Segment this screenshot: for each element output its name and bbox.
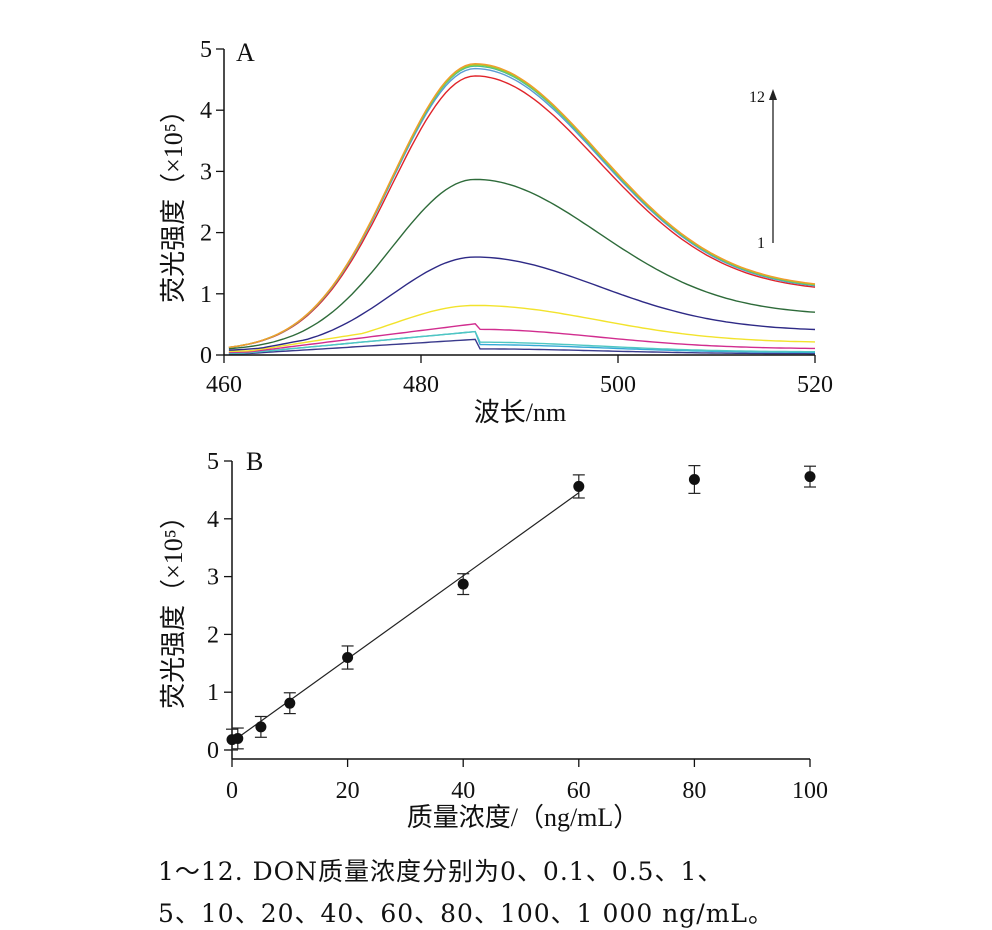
panel-b-x-tick-label: 100 bbox=[792, 778, 828, 804]
spectrum-curve-6 bbox=[228, 256, 816, 351]
panel-a-x-axis-title: 波长/nm bbox=[474, 398, 566, 427]
data-marker bbox=[688, 473, 700, 485]
data-marker bbox=[573, 480, 585, 492]
arrow-head-icon bbox=[769, 89, 777, 100]
data-point-3 bbox=[254, 715, 267, 738]
spectrum-curve-4 bbox=[228, 323, 815, 353]
data-marker bbox=[342, 652, 354, 664]
annotation-label-1: 1 bbox=[757, 235, 765, 252]
data-point-9 bbox=[804, 465, 816, 488]
panel-a-letter: A bbox=[236, 38, 255, 67]
panel-b-y-tick-label: 2 bbox=[207, 622, 219, 648]
caption-line-1: 1～12. DON质量浓度分别为0、0.1、0.5、1、 bbox=[158, 857, 724, 886]
panel-b-y-tick-label: 3 bbox=[207, 565, 219, 591]
panel-b-x-tick-label: 0 bbox=[226, 778, 238, 804]
panel-b-y-tick-label: 0 bbox=[207, 738, 219, 764]
panel-b-letter: B bbox=[246, 447, 263, 476]
data-marker bbox=[804, 471, 816, 483]
panel-a-y-tick-label: 1 bbox=[200, 282, 212, 308]
panel-a-y-tick-label: 3 bbox=[200, 159, 212, 185]
panel-a-x-tick-label: 500 bbox=[600, 372, 636, 398]
spectrum-curve-8 bbox=[228, 75, 816, 349]
data-point-7 bbox=[572, 474, 585, 499]
fit-line bbox=[231, 492, 580, 743]
panel-a-y-axis-title: 荧光强度（×10⁵） bbox=[159, 97, 188, 303]
panel-b-y-tick-label: 4 bbox=[207, 507, 219, 533]
spectrum-curve-1 bbox=[228, 338, 815, 355]
data-marker bbox=[457, 578, 469, 590]
caption-line-2: 5、10、20、40、60、80、100、1 000 ng/mL。 bbox=[158, 899, 775, 928]
panel-a-y-tick-label: 0 bbox=[200, 343, 212, 369]
panel-b-y-axis-title: 荧光强度（×10⁵） bbox=[159, 503, 188, 709]
panel-a-x-tick-label: 520 bbox=[797, 372, 833, 398]
data-point-2 bbox=[231, 727, 244, 750]
panel-b-y-tick-label: 1 bbox=[207, 680, 219, 706]
panel-b-marks bbox=[226, 465, 816, 751]
spectrum-curve-12 bbox=[228, 62, 816, 348]
panel-a-y-tick-label: 5 bbox=[200, 37, 212, 63]
panel-b-x-tick-label: 40 bbox=[451, 778, 475, 804]
data-point-8 bbox=[688, 465, 701, 494]
data-point-5 bbox=[341, 645, 354, 670]
panel-a-y-tick-label: 4 bbox=[200, 98, 212, 124]
panel-a-x-tick-label: 460 bbox=[206, 372, 242, 398]
panel-b-x-tick-label: 20 bbox=[336, 778, 360, 804]
annotation-label-12: 12 bbox=[749, 89, 765, 106]
panel-b-x-tick-label: 80 bbox=[682, 778, 706, 804]
spectrum-curve-5 bbox=[228, 304, 816, 353]
data-point-6 bbox=[457, 573, 470, 596]
panel-a-curves bbox=[228, 62, 816, 355]
panel-b-y-tick-label: 5 bbox=[207, 449, 219, 475]
data-marker bbox=[255, 721, 267, 733]
data-point-4 bbox=[283, 692, 296, 715]
panel-b-x-axis-title: 质量浓度/（ng/mL） bbox=[407, 803, 640, 832]
panel-b-x-tick-label: 60 bbox=[567, 778, 591, 804]
data-marker bbox=[284, 697, 296, 709]
spectrum-curve-3 bbox=[228, 330, 815, 354]
panel-a-y-tick-label: 2 bbox=[200, 221, 212, 247]
data-marker bbox=[232, 732, 244, 744]
spectrum-curve-7 bbox=[228, 178, 816, 350]
panel-a-x-tick-label: 480 bbox=[403, 372, 439, 398]
panel-b: B 0 1 2 3 4 5 0 20 40 60 80 100 质量浓度/（ng/mL） 荧光强度（×… bbox=[159, 447, 828, 832]
panel-b-axes: 0 1 2 3 4 5 0 20 40 60 80 100 bbox=[207, 449, 828, 804]
